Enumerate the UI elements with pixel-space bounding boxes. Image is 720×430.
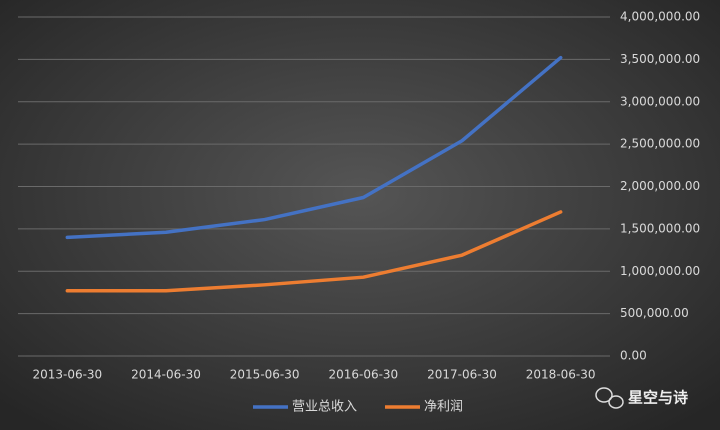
y-tick-label: 2,500,000.00 [620, 137, 700, 151]
x-tick-label: 2017-06-30 [427, 368, 497, 382]
y-tick-label: 1,000,000.00 [620, 264, 700, 278]
x-tick-label: 2016-06-30 [328, 368, 398, 382]
y-tick-label: 3,500,000.00 [620, 52, 700, 66]
y-tick-label: 1,500,000.00 [620, 221, 700, 235]
y-tick-label: 500,000.00 [620, 306, 689, 320]
y-tick-label: 0.00 [620, 349, 647, 363]
y-tick-label: 3,000,000.00 [620, 94, 700, 108]
watermark: 星空与诗 [628, 389, 688, 407]
x-tick-label: 2015-06-30 [230, 368, 300, 382]
x-tick-label: 2014-06-30 [131, 368, 201, 382]
series-line [65, 55, 563, 240]
x-tick-label: 2018-06-30 [526, 368, 596, 382]
x-tick-label: 2013-06-30 [32, 368, 102, 382]
legend-label: 营业总收入 [292, 400, 357, 415]
y-tick-label: 2,000,000.00 [620, 179, 700, 193]
y-tick-label: 4,000,000.00 [620, 10, 700, 24]
legend-label: 净利润 [424, 400, 463, 415]
series-line [65, 210, 563, 293]
watermark-icon [595, 387, 624, 409]
